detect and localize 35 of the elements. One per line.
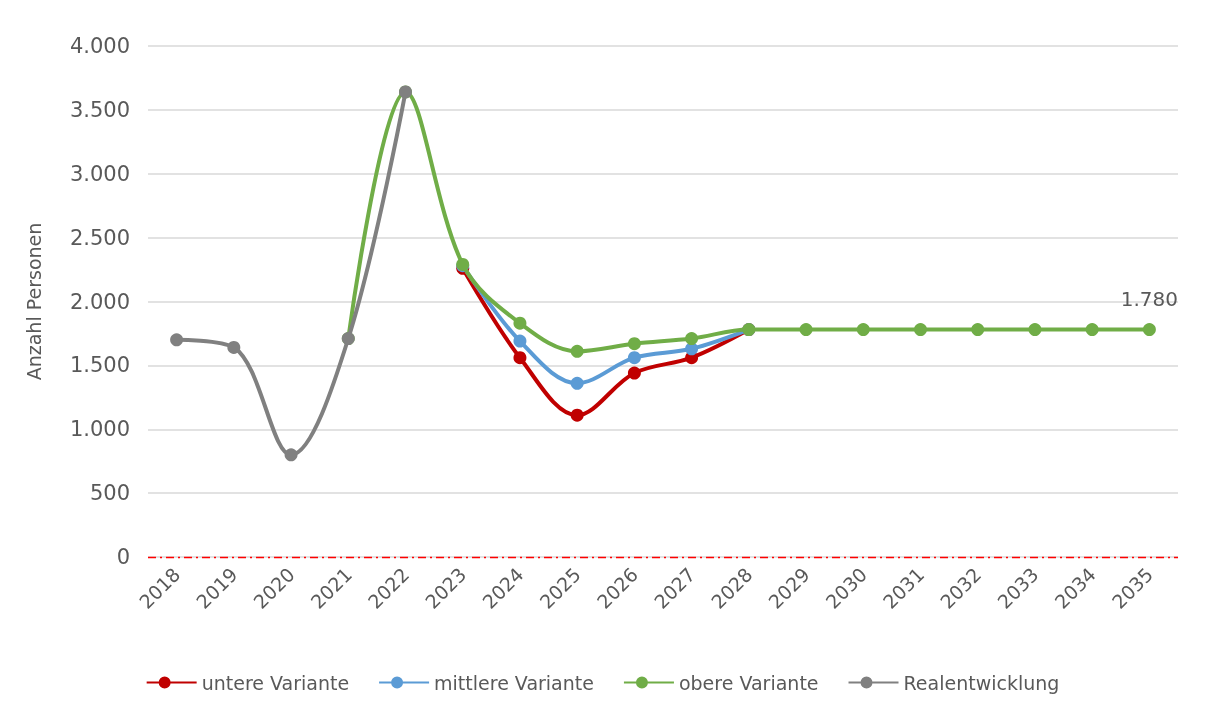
point: [627, 337, 641, 351]
point: [799, 323, 813, 337]
y-tick-label: 0: [116, 545, 130, 569]
point: [1028, 323, 1042, 337]
point: [513, 316, 527, 330]
point: [1085, 323, 1099, 337]
y-tick-label: 500: [89, 481, 130, 506]
point: [513, 351, 527, 365]
legend-label: obere Variante: [678, 671, 819, 694]
y-tick-label: 2.000: [69, 289, 130, 314]
legend-label: mittlere Variante: [434, 671, 594, 694]
point: [570, 344, 584, 358]
y-tick-label: 4.000: [69, 34, 130, 58]
y-tick-label: 2.500: [69, 225, 130, 250]
data-label: 1.780: [1120, 287, 1179, 312]
y-tick-label: 1.000: [69, 417, 130, 442]
point: [627, 351, 641, 365]
y-tick-label: 3.000: [69, 161, 130, 186]
point: [856, 323, 870, 337]
y-tick-label: 3.500: [69, 97, 130, 122]
point: [570, 408, 584, 422]
point: [914, 323, 927, 337]
point: [971, 323, 985, 337]
legend-label: Realentwicklung: [903, 671, 1060, 694]
point: [627, 366, 641, 380]
point: [1142, 323, 1156, 337]
point: [513, 334, 527, 348]
point: [284, 448, 298, 462]
y-axis-title: Anzahl Personen: [22, 222, 45, 381]
point: [685, 332, 699, 346]
point: [170, 333, 184, 347]
point: [227, 340, 241, 354]
y-tick-label: 1.500: [69, 353, 130, 378]
legend-label: untere Variante: [201, 671, 350, 694]
point: [570, 376, 584, 390]
